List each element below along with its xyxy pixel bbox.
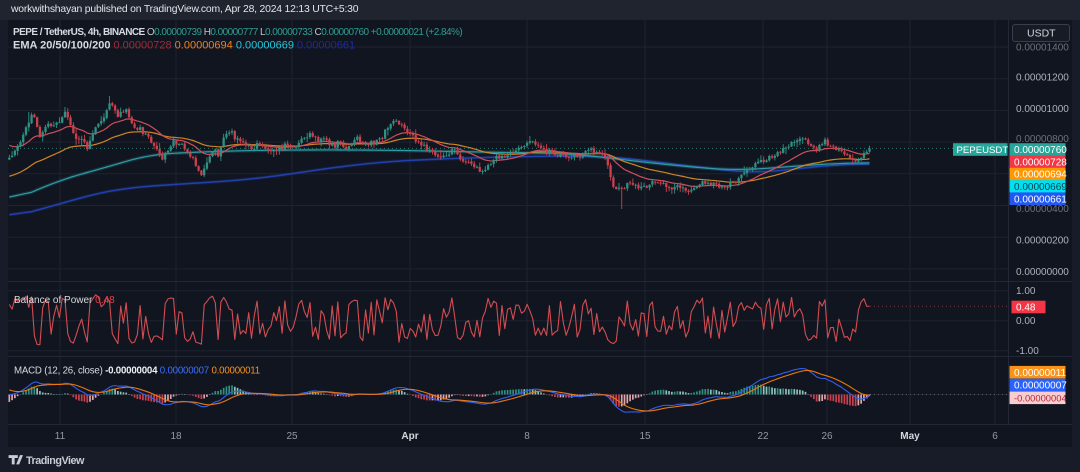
svg-text:Balance of Power 0.48: Balance of Power 0.48 bbox=[14, 295, 115, 306]
svg-text:0.00000694: 0.00000694 bbox=[1014, 170, 1067, 181]
svg-text:0.00000200: 0.00000200 bbox=[1016, 236, 1069, 247]
svg-text:6: 6 bbox=[992, 431, 998, 442]
svg-text:May: May bbox=[900, 431, 920, 442]
svg-text:8: 8 bbox=[524, 431, 530, 442]
svg-text:0.00000000: 0.00000000 bbox=[1016, 267, 1069, 278]
svg-text:0.00000011: 0.00000011 bbox=[1014, 368, 1067, 379]
svg-text:15: 15 bbox=[639, 431, 651, 442]
svg-text:18: 18 bbox=[170, 431, 182, 442]
svg-text:1.00: 1.00 bbox=[1016, 286, 1036, 297]
svg-text:EMA 20/50/100/200 0.00000728: EMA 20/50/100/200 0.00000728 0.00000694 … bbox=[13, 40, 355, 52]
svg-text:PEPEUSDT: PEPEUSDT bbox=[957, 145, 1009, 156]
svg-text:0.00000760: 0.00000760 bbox=[1014, 145, 1067, 156]
svg-text:0.00000661: 0.00000661 bbox=[1014, 194, 1067, 205]
svg-text:0.48: 0.48 bbox=[1016, 303, 1036, 314]
svg-text:0.00001400: 0.00001400 bbox=[1016, 43, 1069, 54]
svg-text:0.00000728: 0.00000728 bbox=[1014, 157, 1067, 168]
svg-text:PEPE / TetherUS, 4h, BINANCE: PEPE / TetherUS, 4h, BINANCE O0.00000739… bbox=[13, 27, 462, 38]
svg-text:0.00001000: 0.00001000 bbox=[1016, 104, 1069, 115]
svg-text:25: 25 bbox=[286, 431, 298, 442]
svg-text:MACD (12, 26, close) -0.00000: MACD (12, 26, close) -0.00000004 0.00000… bbox=[14, 366, 260, 377]
svg-text:0.00000400: 0.00000400 bbox=[1016, 204, 1069, 215]
svg-text:11: 11 bbox=[55, 431, 66, 442]
svg-text:Apr: Apr bbox=[401, 431, 418, 442]
svg-text:-0.00000004: -0.00000004 bbox=[1014, 392, 1067, 403]
svg-text:22: 22 bbox=[757, 431, 769, 442]
svg-text:0.00000007: 0.00000007 bbox=[1014, 381, 1067, 392]
svg-text:0.00001200: 0.00001200 bbox=[1016, 73, 1069, 84]
svg-text:26: 26 bbox=[821, 431, 833, 442]
svg-text:-1.00: -1.00 bbox=[1016, 346, 1039, 357]
svg-text:USDT: USDT bbox=[1027, 28, 1056, 40]
svg-text:0.00000669: 0.00000669 bbox=[1014, 182, 1067, 193]
svg-text:0.00: 0.00 bbox=[1016, 316, 1036, 327]
svg-text:0.00000800: 0.00000800 bbox=[1016, 134, 1069, 145]
